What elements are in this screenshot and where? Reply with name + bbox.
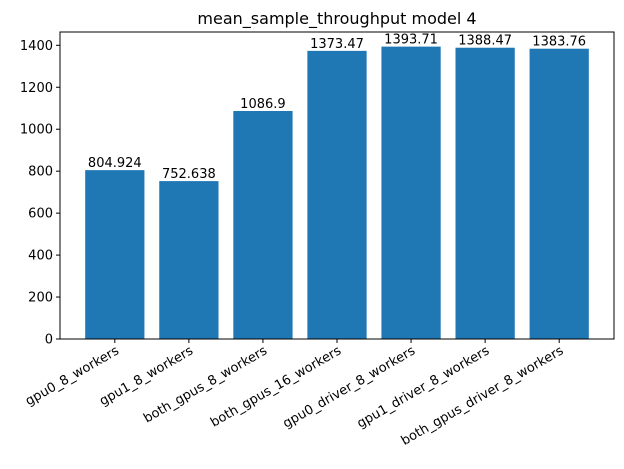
data-labels-group: 804.924 752.638 1086.9 1373.47 1393.71 1388.4…: [88, 33, 586, 182]
bar-both_gpus_driver_8_workers: [529, 48, 589, 340]
chart-title: mean_sample_throughput model 4: [197, 9, 476, 29]
bars-group: [85, 46, 589, 340]
y-tick-label: 1200: [20, 81, 53, 96]
y-axis: 0 200 400 600 800 1000 1200 1400: [20, 39, 60, 348]
x-tick-label: gpu1_driver_8_workers: [355, 343, 493, 431]
bar-gpu1_driver_8_workers: [455, 47, 515, 339]
data-label: 1373.47: [310, 37, 364, 52]
bar-gpu1_8_workers: [159, 181, 219, 339]
data-label: 1383.76: [532, 35, 586, 50]
y-tick-label: 800: [28, 165, 53, 180]
data-label: 752.638: [162, 167, 216, 182]
y-tick-label: 1400: [20, 39, 53, 54]
data-label: 804.924: [88, 156, 142, 171]
y-tick-label: 0: [45, 333, 53, 348]
bar-gpu0_driver_8_workers: [381, 46, 441, 340]
data-label: 1393.71: [384, 33, 438, 48]
bar-both_gpus_8_workers: [233, 110, 293, 339]
data-label: 1388.47: [458, 34, 512, 49]
y-tick-label: 600: [28, 207, 53, 222]
x-tick-label: both_gpus_8_workers: [141, 343, 270, 426]
bar-both_gpus_16_workers: [307, 50, 367, 340]
y-tick-label: 400: [28, 249, 53, 264]
y-tick-label: 200: [28, 291, 53, 306]
bar-gpu0_8_workers: [85, 170, 145, 339]
plot-frame: [59, 31, 615, 340]
x-tick-label: both_gpus_16_workers: [208, 343, 344, 430]
y-tick-label: 1000: [20, 123, 53, 138]
data-label: 1086.9: [240, 97, 286, 112]
x-axis: gpu0_8_workersgpu1_8_workersboth_gpus_8_…: [23, 339, 566, 449]
x-tick-label: gpu0_driver_8_workers: [281, 343, 419, 431]
